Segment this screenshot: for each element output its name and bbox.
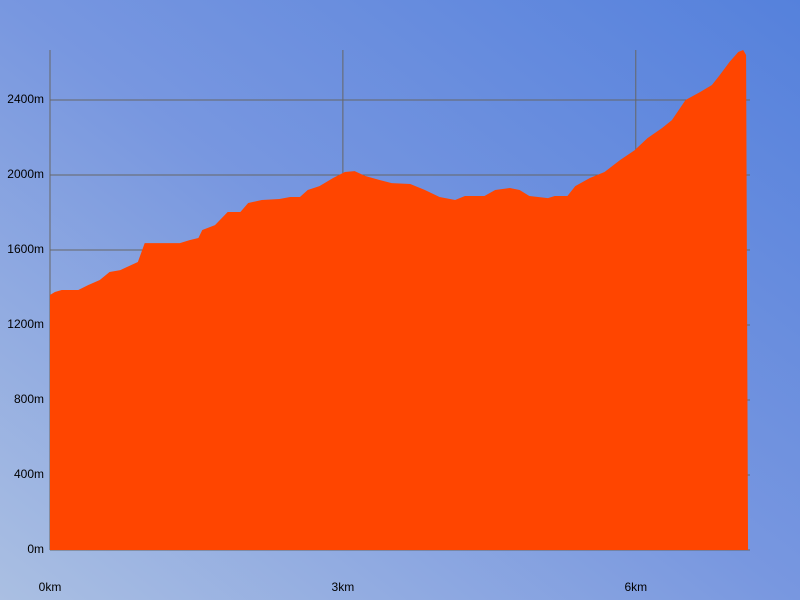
labels: 0m 400m 800m 1200m 1600m 2000m 2400m 0km 3km 6km — [7, 92, 647, 594]
y-tick-label: 2400m — [7, 92, 44, 106]
y-tick-label: 400m — [14, 467, 44, 481]
y-tick-label: 1600m — [7, 242, 44, 256]
y-tick-label: 2000m — [7, 167, 44, 181]
y-tick-label: 800m — [14, 392, 44, 406]
y-tick-label: 0m — [27, 542, 44, 556]
x-tick-label: 6km — [624, 580, 647, 594]
plot — [50, 50, 749, 550]
elevation-area — [50, 50, 749, 550]
x-tick-label: 3km — [332, 580, 355, 594]
y-tick-label: 1200m — [7, 317, 44, 331]
x-tick-label: 0km — [39, 580, 62, 594]
